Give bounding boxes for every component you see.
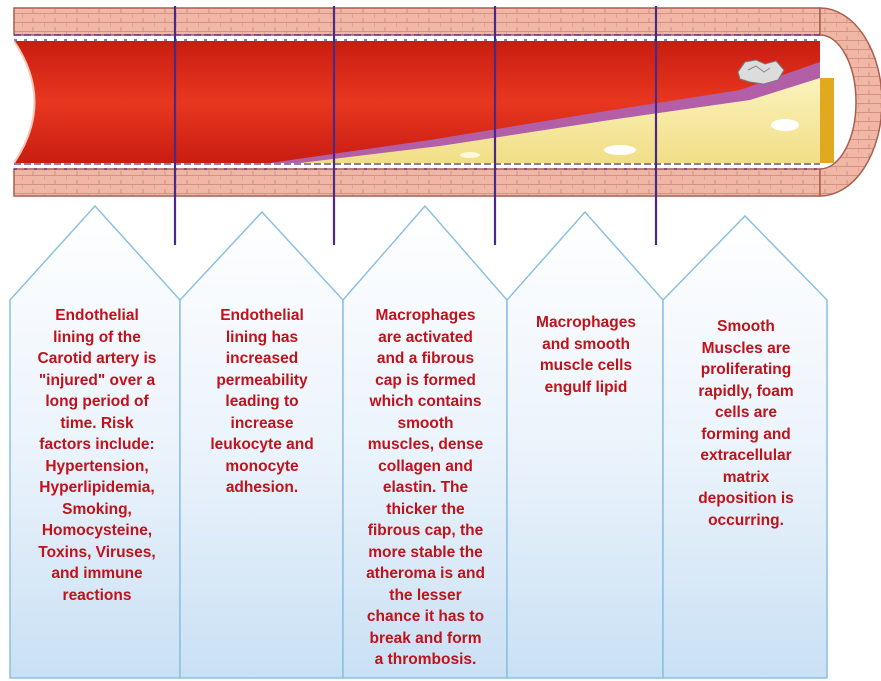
plaque-buildup — [270, 62, 834, 163]
stage-4-description: Macrophages and smooth muscle cells engu… — [536, 314, 636, 396]
endothelial-lining — [14, 34, 820, 170]
stage-callout-4 — [506, 210, 664, 679]
stage-5-description: Smooth Muscles are proliferating rapidly… — [698, 318, 794, 529]
calcification — [737, 59, 785, 85]
stage-callout-5 — [662, 214, 828, 679]
stage-3-description: Macrophages are activated and a fibrous … — [366, 307, 485, 668]
stage-2-description: Endothelial lining has increased permeab… — [210, 307, 314, 496]
artery-illustration — [13, 6, 881, 245]
stage-dividers — [173, 6, 658, 245]
stage-1-description: Endothelial lining of the Carotid artery… — [37, 307, 157, 604]
artery-wall — [13, 7, 881, 197]
